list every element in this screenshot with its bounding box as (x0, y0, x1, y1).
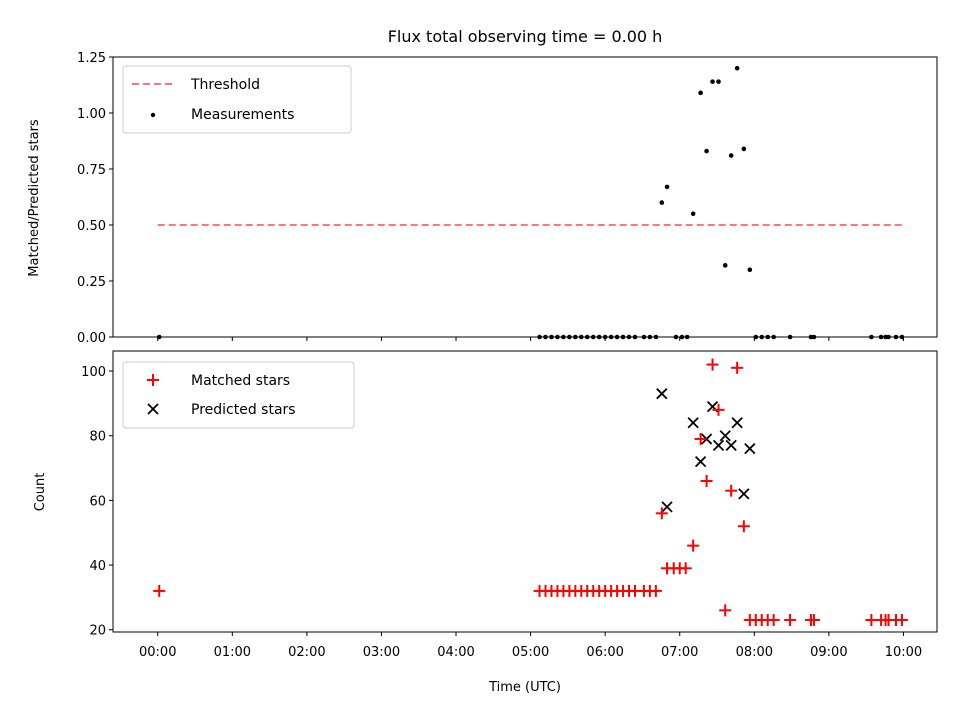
matched-star-point (687, 539, 700, 552)
legend-matched-swatch (147, 374, 159, 386)
matched-star-point (706, 358, 719, 371)
measurement-point (734, 65, 740, 71)
matched-star-point (700, 474, 713, 487)
bottom-ytick-label: 100 (81, 365, 106, 380)
measurement-point (659, 200, 665, 205)
xtick-label: 09:00 (810, 645, 847, 660)
matched-star-point (767, 614, 780, 627)
bottom-legend: Matched stars Predicted stars (122, 361, 355, 429)
matched-star-point (655, 507, 668, 520)
predicted-star-point (744, 443, 756, 455)
predicted-star-point (712, 439, 725, 452)
measurement-point (690, 211, 696, 217)
bottom-x-ticks: 00:00 01:00 02:00 03:00 04:00 05:00 06:00 07:00… (139, 632, 922, 660)
top-legend: Threshold Measurements (122, 65, 352, 134)
measurement-point (704, 148, 709, 154)
xtick-label: 08:00 (736, 645, 773, 660)
top-ytick-label: 0.75 (77, 163, 106, 178)
matched-star-point (731, 361, 744, 374)
matched-star-point (895, 614, 908, 627)
xtick-label: 05:00 (512, 645, 549, 660)
measurement-point (664, 184, 670, 190)
matched-star-point (784, 614, 797, 627)
top-ytick-label: 1.25 (77, 51, 106, 66)
matched-star-point (649, 584, 662, 597)
matched-star-point (725, 484, 738, 497)
top-ytick-label: 0.25 (77, 275, 106, 290)
bottom-ytick-label: 80 (89, 430, 106, 445)
matched-star-point (694, 432, 707, 445)
top-ytick-label: 0.50 (77, 219, 106, 234)
predicted-stars-layer (656, 388, 756, 513)
top-panel: Flux total observing time = 0.00 h Match… (27, 27, 938, 346)
xtick-label: 04:00 (437, 645, 474, 660)
legend-measurements-label: Measurements (191, 107, 294, 123)
top-ytick-label: 0.00 (77, 331, 106, 346)
xtick-label: 03:00 (363, 645, 400, 660)
predicted-star-point (661, 501, 673, 513)
bottom-ytick-label: 20 (89, 624, 106, 639)
bottom-plot-frame (112, 350, 938, 633)
matched-star-point (737, 520, 750, 533)
measurement-point (741, 146, 747, 152)
matched-stars-layer (153, 358, 908, 627)
predicted-star-point (725, 439, 737, 452)
xtick-label: 10:00 (885, 645, 922, 660)
matched-star-point (807, 614, 820, 627)
xtick-label: 02:00 (288, 645, 325, 660)
top-plot-frame (112, 56, 938, 338)
predicted-star-point (738, 488, 750, 500)
matched-star-point (712, 403, 725, 416)
measurement-point (698, 90, 703, 96)
measurement-point (747, 267, 753, 273)
top-x-ticks (157, 337, 904, 341)
matched-star-point (679, 562, 692, 575)
predicted-star-point (656, 388, 668, 400)
predicted-star-point (719, 430, 731, 442)
legend-predicted-swatch (147, 403, 159, 415)
x-axis-label: Time (UTC) (488, 680, 561, 695)
predicted-star-point (694, 455, 707, 468)
legend-measurements-swatch (150, 112, 156, 118)
top-y-ticks: 0.00 0.25 0.50 0.75 1.00 1.25 (77, 51, 113, 346)
measurement-point (728, 153, 734, 158)
measurement-point (722, 263, 728, 268)
chart-title: Flux total observing time = 0.00 h (388, 27, 663, 46)
matched-star-point (719, 604, 732, 617)
xtick-label: 06:00 (586, 645, 623, 660)
xtick-label: 00:00 (139, 645, 176, 660)
predicted-star-point (731, 417, 743, 429)
xtick-label: 01:00 (214, 645, 251, 660)
measurement-point (716, 79, 721, 84)
legend-predicted-label: Predicted stars (191, 402, 296, 418)
bottom-y-axis-label: Count (33, 473, 48, 512)
xtick-label: 07:00 (661, 645, 698, 660)
top-y-axis-label: Matched/Predicted stars (27, 119, 42, 277)
legend-threshold-label: Threshold (190, 77, 260, 93)
top-ytick-label: 1.00 (77, 107, 106, 122)
bottom-ytick-label: 60 (89, 494, 106, 509)
legend-matched-label: Matched stars (191, 373, 290, 389)
matched-star-point (153, 584, 166, 597)
bottom-ytick-label: 40 (89, 559, 106, 574)
measurement-point (710, 79, 715, 84)
bottom-y-ticks: 20 40 60 80 100 (81, 365, 113, 639)
predicted-star-point (687, 417, 699, 429)
